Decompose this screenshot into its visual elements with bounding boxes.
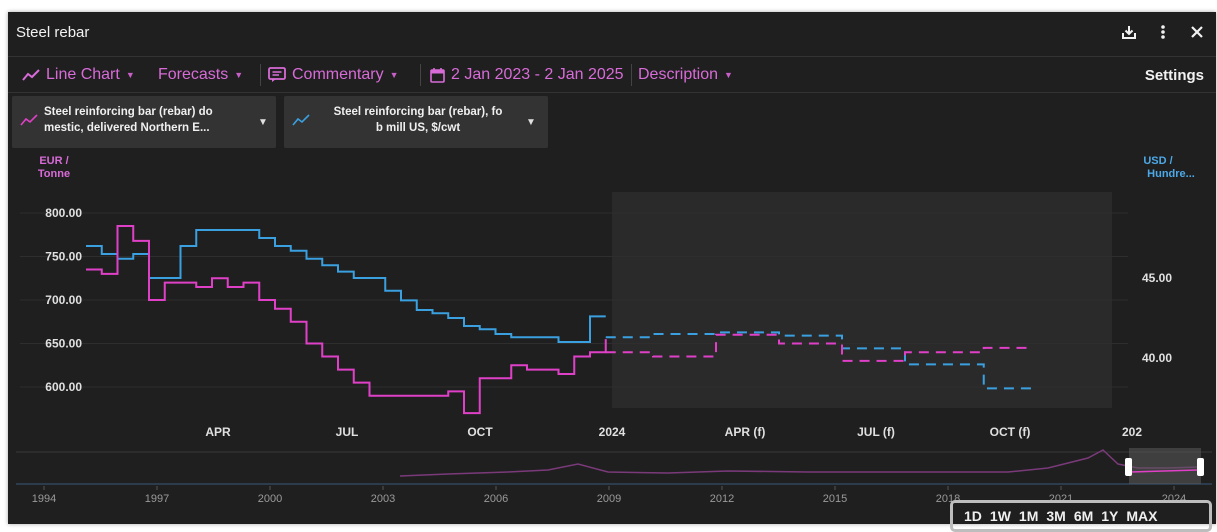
series-selector-usd[interactable]: Steel reinforcing bar (rebar), fo b mill… <box>284 96 548 148</box>
navigator-tick: 2000 <box>258 493 282 505</box>
navigator-tick: 2015 <box>823 493 847 505</box>
forecasts-dropdown[interactable]: Forecasts ▼ <box>158 66 243 84</box>
x-axis-tick: JUL <box>336 425 359 439</box>
navigator-tick: 2009 <box>597 493 621 505</box>
line-chart[interactable]: EUR / Tonne USD / Hundre... 800.00 750.00… <box>8 152 1216 524</box>
right-axis-label: Hundre... <box>1147 168 1195 180</box>
right-axis-label: USD / <box>1143 155 1172 167</box>
navigator-series <box>399 449 1199 477</box>
chevron-down-icon: ▼ <box>258 117 268 128</box>
commentary-label: Commentary <box>292 66 384 83</box>
range-button-3m[interactable]: 3M <box>1046 508 1066 524</box>
left-axis-tick: 750.00 <box>45 250 82 264</box>
calendar-icon <box>430 68 445 83</box>
series-usd-actual <box>86 229 606 343</box>
title-bar: Steel rebar <box>8 12 1216 57</box>
description-dropdown[interactable]: Description ▼ <box>638 66 733 84</box>
window-title: Steel rebar <box>16 24 90 41</box>
series-selector-eur-line1: Steel reinforcing bar (rebar) do <box>44 106 213 118</box>
series-eur-forecast <box>605 333 1031 362</box>
line-chart-icon <box>292 114 310 126</box>
range-button-6m[interactable]: 6M <box>1073 508 1094 524</box>
navigator-tick: 2012 <box>710 493 734 505</box>
toolbar-divider <box>631 64 632 86</box>
chart-toolbar: Line Chart ▼ Forecasts ▼ Commentary ▼ 2 … <box>8 58 1216 93</box>
range-button-max[interactable]: MAX <box>1126 508 1158 524</box>
chevron-down-icon: ▼ <box>724 70 733 80</box>
navigator[interactable] <box>399 448 1204 484</box>
left-axis-label: EUR / <box>39 155 68 167</box>
range-selector: 1D 1W 1M 3M 6M 1Y MAX <box>964 508 1158 524</box>
gridlines <box>20 212 1128 388</box>
x-axis-tick: 202 <box>1122 425 1142 439</box>
toolbar-divider <box>420 64 421 86</box>
series-selector-usd-line2: b mill US, $/cwt <box>375 122 461 134</box>
commentary-dropdown[interactable]: Commentary ▼ <box>268 66 399 84</box>
comment-icon <box>268 67 286 82</box>
left-axis-tick: 800.00 <box>45 206 82 220</box>
line-chart-icon <box>22 69 40 81</box>
line-chart-icon <box>20 114 38 126</box>
right-axis-tick: 45.00 <box>1142 271 1172 285</box>
left-axis-tick: 650.00 <box>45 337 82 351</box>
line-chart-label: Line Chart <box>46 66 120 83</box>
navigator-handle-right[interactable] <box>1197 458 1204 476</box>
toolbar-divider <box>260 64 261 86</box>
chevron-down-icon: ▼ <box>526 117 536 128</box>
date-range-picker[interactable]: 2 Jan 2023 - 2 Jan 2025 <box>430 66 624 84</box>
navigator-window-series <box>1129 469 1199 473</box>
series-selector-eur-line2: mestic, delivered Northern E... <box>44 122 210 134</box>
line-chart-dropdown[interactable]: Line Chart ▼ <box>22 66 135 84</box>
x-axis-tick: 2024 <box>599 425 626 439</box>
navigator-tick: 1994 <box>32 493 56 505</box>
left-axis-tick: 600.00 <box>45 380 82 394</box>
navigator-tick: 2003 <box>371 493 395 505</box>
navigator-tick: 2006 <box>484 493 508 505</box>
x-axis-tick: OCT (f) <box>990 425 1031 439</box>
navigator-tick: 1997 <box>145 493 169 505</box>
forecasts-label: Forecasts <box>158 66 229 83</box>
chevron-down-icon: ▼ <box>389 70 399 80</box>
series-selector-eur[interactable]: Steel reinforcing bar (rebar) do mestic,… <box>12 96 276 148</box>
left-axis-tick: 700.00 <box>45 293 82 307</box>
navigator-window[interactable] <box>1129 448 1201 484</box>
right-axis-tick: 40.00 <box>1142 351 1172 365</box>
chevron-down-icon: ▼ <box>125 70 135 80</box>
more-icon[interactable] <box>1154 22 1172 42</box>
chart-panel: Steel rebar Line Chart ▼ Forecasts ▼ Com <box>8 12 1216 532</box>
series-selector-usd-line1: Steel reinforcing bar (rebar), fo <box>333 106 503 118</box>
navigator-handle-left[interactable] <box>1125 458 1132 476</box>
range-button-1y[interactable]: 1Y <box>1101 508 1119 524</box>
settings-button[interactable]: Settings <box>1144 67 1204 84</box>
download-icon[interactable] <box>1120 22 1138 42</box>
description-label: Description <box>638 66 719 83</box>
x-axis-tick: OCT <box>467 425 493 439</box>
left-axis-label: Tonne <box>38 168 70 180</box>
series-eur-actual <box>86 225 607 415</box>
chevron-down-icon: ▼ <box>234 70 244 80</box>
date-range-label: 2 Jan 2023 - 2 Jan 2025 <box>451 66 624 83</box>
range-button-1d[interactable]: 1D <box>964 508 982 524</box>
close-icon[interactable] <box>1188 22 1206 42</box>
x-axis-tick: JUL (f) <box>857 425 895 439</box>
range-button-1m[interactable]: 1M <box>1018 508 1039 524</box>
series-usd-forecast <box>605 331 1032 390</box>
range-button-1w[interactable]: 1W <box>989 508 1011 524</box>
x-axis-tick: APR <box>205 425 231 439</box>
x-axis-tick: APR (f) <box>725 425 766 439</box>
